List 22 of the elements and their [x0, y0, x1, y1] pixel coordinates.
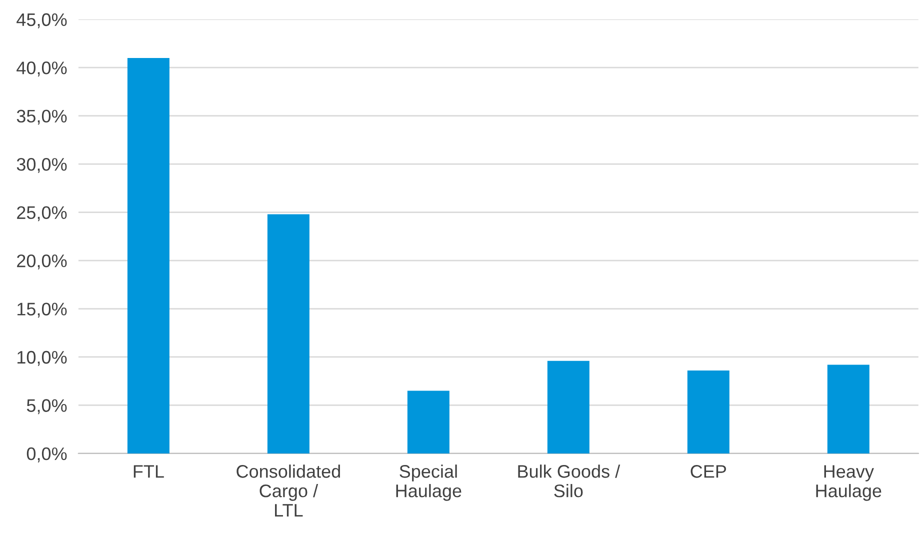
y-tick-label: 10,0% [18, 350, 67, 366]
y-tick-label: 40,0% [16, 62, 67, 76]
bar [547, 360, 590, 454]
bar [407, 390, 450, 454]
x-tick-label: Consolidated Cargo / LTL [236, 464, 340, 517]
bar [827, 364, 870, 454]
x-tick-label: Bulk Goods / Silo [518, 464, 620, 498]
x-tick-label: Heavy Haulage [816, 465, 882, 501]
y-tick-label: 35,0% [16, 110, 67, 125]
y-tick-label: 30,0% [16, 158, 67, 173]
y-tick-label: 0,0% [26, 447, 67, 462]
y-tick-label: 25,0% [17, 206, 67, 222]
x-tick-label: Special Haulage [396, 464, 462, 501]
y-tick-label: 20,0% [17, 254, 67, 270]
y-tick-label: 15,0% [18, 302, 67, 318]
bar [687, 370, 730, 454]
x-tick-label: FTL [134, 465, 164, 478]
y-tick-label: 45,0% [16, 13, 67, 28]
x-tick-label: CEP [690, 465, 726, 478]
bar [127, 58, 170, 454]
y-tick-label: 5,0% [26, 399, 67, 414]
bar [267, 214, 310, 454]
